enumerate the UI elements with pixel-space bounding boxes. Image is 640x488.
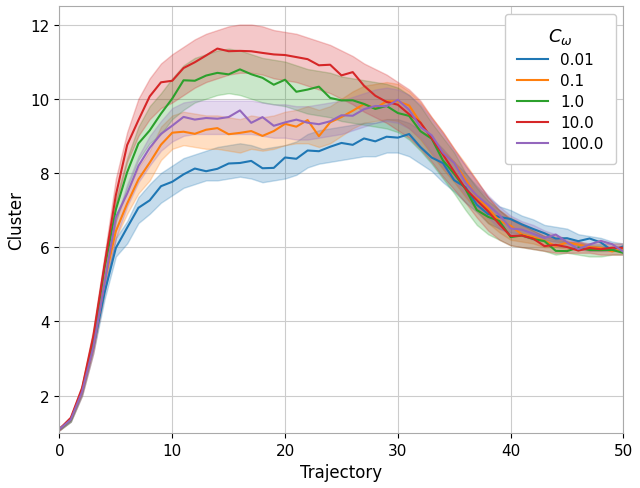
X-axis label: Trajectory: Trajectory: [300, 463, 383, 481]
10.0: [620, 245, 627, 251]
1.0: [56, 426, 63, 432]
0.1: [608, 249, 616, 255]
100.0: [236, 108, 244, 114]
10.0: [180, 66, 188, 72]
100.0: [439, 150, 447, 156]
1.0: [473, 208, 481, 214]
Line: 10.0: 10.0: [60, 49, 623, 429]
100.0: [473, 193, 481, 199]
Line: 0.1: 0.1: [60, 102, 623, 429]
0.01: [180, 172, 188, 178]
Line: 1.0: 1.0: [60, 70, 623, 429]
10.0: [56, 426, 63, 432]
0.01: [608, 248, 616, 254]
0.01: [439, 161, 447, 167]
0.1: [56, 426, 63, 432]
100.0: [225, 115, 232, 121]
100.0: [180, 115, 188, 121]
0.1: [620, 246, 627, 252]
100.0: [394, 98, 402, 103]
100.0: [620, 249, 627, 255]
0.1: [236, 131, 244, 137]
1.0: [225, 72, 232, 78]
0.1: [383, 99, 390, 105]
1.0: [439, 158, 447, 164]
0.01: [620, 244, 627, 250]
0.01: [473, 203, 481, 208]
Legend: 0.01, 0.1, 1.0, 10.0, 100.0: 0.01, 0.1, 1.0, 10.0, 100.0: [505, 15, 616, 164]
1.0: [620, 250, 627, 256]
10.0: [608, 245, 616, 251]
100.0: [608, 242, 616, 247]
0.1: [439, 150, 447, 156]
1.0: [608, 247, 616, 253]
10.0: [473, 198, 481, 204]
0.01: [405, 132, 413, 138]
Line: 100.0: 100.0: [60, 101, 623, 429]
1.0: [236, 67, 244, 73]
0.1: [225, 132, 232, 138]
10.0: [214, 46, 221, 52]
1.0: [180, 78, 188, 84]
10.0: [248, 49, 255, 55]
0.1: [180, 129, 188, 135]
0.01: [225, 161, 232, 167]
100.0: [56, 426, 63, 432]
10.0: [439, 152, 447, 158]
0.01: [56, 426, 63, 432]
0.01: [236, 161, 244, 166]
0.1: [473, 195, 481, 201]
10.0: [236, 49, 244, 55]
1.0: [248, 72, 255, 78]
Line: 0.01: 0.01: [60, 135, 623, 429]
Y-axis label: Cluster: Cluster: [7, 190, 25, 249]
